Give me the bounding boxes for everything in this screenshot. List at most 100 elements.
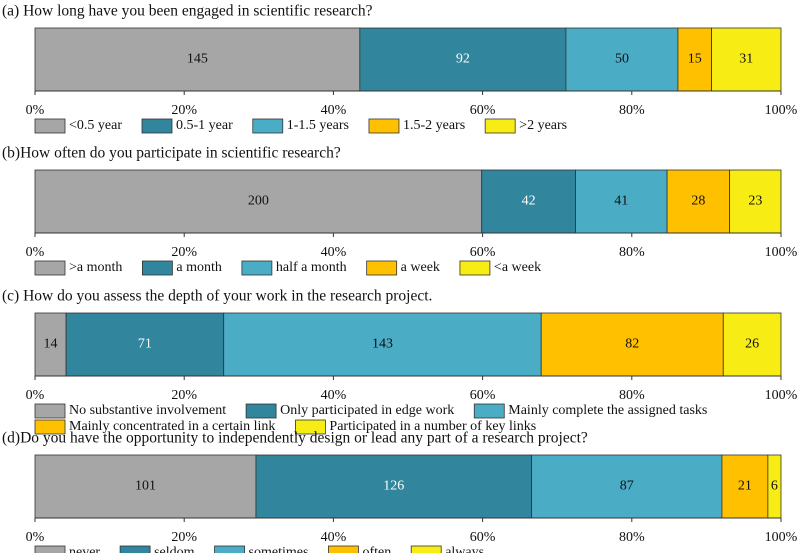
data-label: 23 bbox=[748, 194, 762, 209]
legend-swatch bbox=[34, 403, 66, 419]
data-label: 31 bbox=[739, 52, 753, 67]
legend-item: never bbox=[34, 545, 100, 553]
x-tick-label: 60% bbox=[470, 103, 496, 118]
chart-title: (c) How do you assess the depth of your … bbox=[2, 288, 432, 305]
data-label: 71 bbox=[138, 337, 152, 352]
legend-swatch bbox=[245, 403, 277, 419]
legend-swatch bbox=[34, 545, 66, 553]
x-tick-label: 40% bbox=[321, 103, 347, 118]
legend-item: >a month bbox=[34, 260, 122, 276]
x-tick-label: 40% bbox=[321, 245, 347, 260]
legend-swatch bbox=[368, 118, 400, 134]
x-tick-label: 20% bbox=[171, 530, 197, 545]
legend-swatch bbox=[252, 118, 284, 134]
chart-title: (d)Do you have the opportunity to indepe… bbox=[2, 430, 588, 447]
legend-label: often bbox=[362, 545, 391, 553]
bar-segment bbox=[722, 312, 782, 377]
legend-swatch bbox=[459, 260, 491, 276]
x-tick-label: 0% bbox=[26, 245, 45, 260]
legend-label: <a week bbox=[494, 260, 541, 275]
legend-swatch bbox=[34, 260, 66, 276]
data-label: 14 bbox=[44, 337, 58, 352]
legend-label: seldom bbox=[154, 545, 195, 553]
legend-item: 1.5-2 years bbox=[368, 118, 465, 134]
data-label: 50 bbox=[615, 52, 629, 67]
legend-label: a month bbox=[176, 260, 222, 275]
legend-item: 0.5-1 year bbox=[141, 118, 233, 134]
data-label: 82 bbox=[625, 337, 639, 352]
x-tick-label: 100% bbox=[765, 103, 798, 118]
data-label: 92 bbox=[456, 52, 470, 67]
x-tick-label: 80% bbox=[619, 388, 645, 403]
legend-label: never bbox=[69, 545, 100, 553]
legend-item: always bbox=[410, 545, 484, 553]
legend-item: <a week bbox=[459, 260, 541, 276]
legend-swatch bbox=[214, 545, 245, 553]
data-label: 126 bbox=[383, 479, 404, 494]
data-label: 21 bbox=[738, 479, 752, 494]
legend-item: a week bbox=[366, 260, 440, 276]
legend-label: half a month bbox=[276, 260, 347, 275]
bar-segment bbox=[34, 312, 67, 377]
bar-segment bbox=[359, 27, 567, 92]
legend-item: <0.5 year bbox=[34, 118, 122, 134]
legend-item: Mainly concentrated in a certain link bbox=[34, 419, 275, 435]
legend-swatch bbox=[328, 545, 359, 553]
legend-item: sometimes bbox=[214, 545, 309, 553]
x-tick-label: 80% bbox=[619, 245, 645, 260]
x-tick-label: 80% bbox=[619, 103, 645, 118]
data-label: 200 bbox=[248, 194, 269, 209]
legend-label: >a month bbox=[69, 260, 122, 275]
bar-segment bbox=[65, 312, 225, 377]
subchart: (c) How do you assess the depth of your … bbox=[2, 288, 798, 435]
legend-swatch bbox=[141, 260, 173, 276]
legend-label: No substantive involvement bbox=[69, 403, 226, 418]
legend-label: a week bbox=[401, 260, 440, 275]
x-tick-label: 100% bbox=[765, 245, 798, 260]
legend-swatch bbox=[295, 419, 326, 435]
legend-label: <0.5 year bbox=[69, 118, 122, 133]
legend-item: 1-1.5 years bbox=[252, 118, 349, 134]
bar-segment bbox=[711, 27, 782, 92]
x-tick-label: 60% bbox=[470, 388, 496, 403]
legend-swatch bbox=[410, 545, 442, 553]
legend-label: Mainly concentrated in a certain link bbox=[69, 419, 275, 434]
x-tick-label: 20% bbox=[171, 103, 197, 118]
legend-swatch bbox=[141, 118, 173, 134]
x-tick-label: 80% bbox=[619, 530, 645, 545]
legend-label: sometimes bbox=[249, 545, 309, 553]
legend-item: Participated in a number of key links bbox=[295, 419, 536, 435]
bar-segment bbox=[34, 454, 257, 519]
bar-segment bbox=[729, 169, 782, 234]
legend-swatch bbox=[34, 419, 66, 435]
legend-swatch bbox=[241, 260, 273, 276]
bar-segment bbox=[34, 169, 483, 234]
legend-item: half a month bbox=[241, 260, 347, 276]
x-tick-label: 100% bbox=[765, 388, 798, 403]
data-label: 15 bbox=[688, 52, 702, 67]
legend-item: seldom bbox=[119, 545, 195, 553]
legend-swatch bbox=[34, 118, 66, 134]
x-tick-label: 40% bbox=[321, 388, 347, 403]
x-tick-label: 20% bbox=[171, 388, 197, 403]
bar-segment bbox=[531, 454, 723, 519]
subchart: (b)How often do you participate in scien… bbox=[2, 145, 798, 276]
x-tick-label: 100% bbox=[765, 530, 798, 545]
x-tick-label: 0% bbox=[26, 103, 45, 118]
data-label: 101 bbox=[135, 479, 156, 494]
x-tick-label: 60% bbox=[470, 530, 496, 545]
legend-label: >2 years bbox=[519, 118, 567, 133]
legend-label: 1-1.5 years bbox=[287, 118, 349, 133]
bar-segment bbox=[34, 27, 361, 92]
legend-label: Participated in a number of key links bbox=[329, 419, 536, 434]
legend-item: No substantive involvement bbox=[34, 403, 226, 419]
data-label: 6 bbox=[771, 479, 778, 494]
chart-title: (b)How often do you participate in scien… bbox=[2, 145, 341, 162]
chart-title: (a) How long have you been engaged in sc… bbox=[2, 3, 373, 20]
legend-label: 0.5-1 year bbox=[176, 118, 233, 133]
subchart: (a) How long have you been engaged in sc… bbox=[2, 3, 798, 134]
legend-item: Mainly complete the assigned tasks bbox=[473, 403, 707, 419]
legend-label: Mainly complete the assigned tasks bbox=[508, 403, 707, 418]
data-label: 42 bbox=[522, 194, 536, 209]
